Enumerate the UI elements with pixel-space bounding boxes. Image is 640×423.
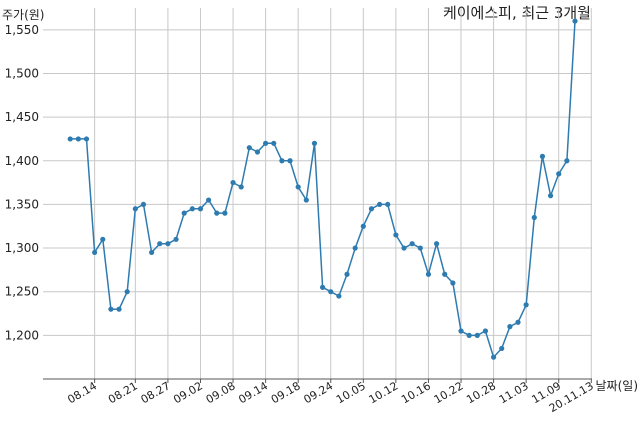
data-point — [547, 193, 554, 199]
data-point — [556, 171, 562, 177]
data-point — [336, 293, 342, 299]
data-point — [83, 136, 90, 142]
data-point — [295, 184, 301, 190]
data-point — [157, 241, 163, 247]
data-point — [254, 149, 261, 155]
x-tick-label: 11.03 — [497, 379, 531, 406]
y-tick-label: 1,300 — [5, 241, 39, 255]
data-point — [116, 306, 122, 312]
data-point — [539, 153, 546, 159]
x-tick-label: 10.22 — [432, 379, 466, 406]
data-point — [482, 328, 489, 334]
data-point — [173, 236, 179, 242]
data-point — [490, 354, 497, 360]
data-point — [368, 206, 375, 212]
data-point — [189, 206, 195, 212]
data-point — [140, 201, 147, 208]
data-point — [474, 332, 480, 338]
data-point — [466, 332, 472, 338]
data-point — [360, 223, 366, 229]
data-point — [433, 241, 440, 247]
data-point — [165, 241, 171, 247]
y-tick-label: 1,400 — [5, 154, 39, 168]
grid-layer — [43, 8, 592, 379]
data-point — [303, 197, 309, 203]
y-tick-label: 1,450 — [5, 110, 39, 124]
y-axis-label: 주가(원) — [2, 8, 44, 22]
data-point — [499, 345, 505, 352]
data-point — [417, 245, 423, 251]
data-point — [320, 284, 326, 290]
x-tick-label: 09.24 — [301, 379, 335, 406]
data-point — [393, 232, 399, 238]
x-tick-label: 08.21 — [106, 379, 140, 406]
data-point — [352, 245, 358, 251]
series-line — [70, 21, 576, 359]
axis-layer: 1,200 1,250 1,300 1,350 1,400 1,450 1,500 1,550… — [5, 23, 596, 415]
data-point — [344, 271, 350, 277]
data-point — [287, 158, 293, 164]
x-tick-label: 09.18 — [269, 379, 303, 406]
data-point — [572, 18, 578, 24]
data-point — [246, 145, 252, 151]
data-point — [271, 140, 277, 146]
data-point — [442, 271, 448, 277]
x-tick-label: 09.08 — [204, 379, 238, 406]
x-tick-label: 09.14 — [236, 379, 270, 406]
x-tick-label: 10.05 — [334, 379, 368, 406]
data-point — [75, 136, 81, 142]
data-point — [222, 210, 228, 216]
x-tick-label: 09.02 — [171, 379, 205, 406]
data-point — [279, 158, 285, 164]
y-tick-label: 1,550 — [5, 23, 39, 37]
data-point — [67, 136, 73, 142]
y-tick-label: 1,200 — [5, 328, 39, 342]
data-point — [124, 289, 130, 295]
data-point — [92, 249, 98, 256]
data-point — [523, 302, 529, 308]
data-point — [181, 210, 187, 216]
data-point — [100, 236, 106, 242]
data-point — [238, 184, 244, 190]
data-point — [425, 271, 432, 277]
data-point — [385, 201, 391, 208]
data-point — [458, 328, 464, 334]
data-point — [263, 140, 269, 146]
y-tick-label: 1,250 — [5, 285, 39, 299]
chart-title: 케이에스피, 최근 3개월 — [443, 4, 591, 22]
x-tick-label: 10.28 — [464, 379, 498, 406]
x-tick-label: 10.12 — [367, 379, 401, 406]
x-axis-label: 날짜(일) — [596, 379, 638, 393]
y-tick-label: 1,350 — [5, 197, 39, 211]
x-tick-label: 08.14 — [65, 379, 99, 406]
data-point — [507, 324, 513, 330]
data-point — [132, 206, 138, 212]
data-point — [206, 197, 212, 203]
data-point — [197, 206, 204, 212]
data-point — [409, 241, 415, 247]
data-point — [401, 245, 407, 251]
data-point — [328, 289, 334, 295]
series-layer — [67, 18, 578, 360]
data-point — [515, 319, 521, 325]
data-point — [376, 201, 383, 208]
data-point — [311, 140, 318, 146]
x-tick-label: 10.16 — [399, 379, 433, 406]
data-point — [149, 249, 155, 256]
data-point — [230, 179, 236, 186]
x-tick-label: 08.27 — [139, 379, 173, 406]
data-point — [214, 210, 220, 216]
data-point — [108, 306, 114, 312]
data-point — [450, 280, 456, 286]
data-point — [531, 214, 537, 221]
data-point — [564, 158, 570, 164]
y-tick-label: 1,500 — [5, 66, 39, 80]
